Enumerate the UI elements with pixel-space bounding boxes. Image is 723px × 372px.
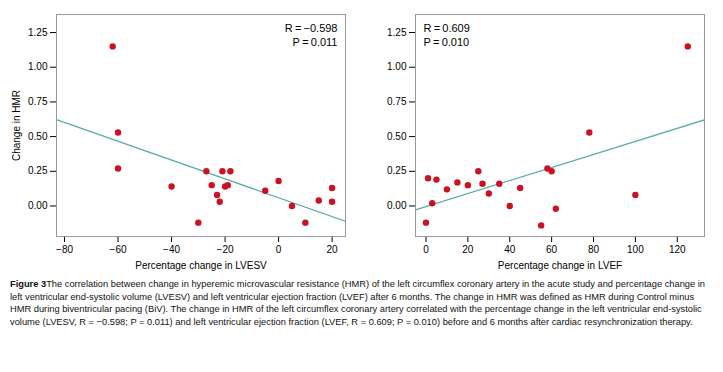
svg-text:0.75: 0.75 (387, 96, 407, 107)
svg-text:0.25: 0.25 (387, 165, 407, 176)
svg-text:−20: −20 (217, 244, 234, 255)
svg-text:1.00: 1.00 (28, 61, 48, 72)
svg-text:−40: −40 (163, 244, 180, 255)
svg-text:R = 0.609P = 0.010: R = 0.609P = 0.010 (424, 22, 470, 48)
svg-text:20: 20 (462, 244, 474, 255)
svg-text:0.75: 0.75 (28, 96, 48, 107)
svg-text:0.50: 0.50 (28, 131, 48, 142)
svg-text:0.50: 0.50 (387, 131, 407, 142)
svg-text:20: 20 (327, 244, 339, 255)
svg-text:Change in HMR: Change in HMR (11, 90, 22, 161)
svg-text:0.25: 0.25 (28, 165, 48, 176)
svg-text:1.00: 1.00 (387, 61, 407, 72)
svg-text:1.25: 1.25 (387, 27, 407, 38)
html-text:Figure 3 The correlation betwe: Figure 3 The correlation between change … (10, 279, 705, 327)
svg-text:80: 80 (588, 244, 600, 255)
svg-text:0: 0 (423, 244, 429, 255)
svg-text:60: 60 (546, 244, 558, 255)
svg-text:Percentage change in LVEF: Percentage change in LVEF (498, 260, 622, 271)
svg-text:100: 100 (627, 244, 644, 255)
svg-text:120: 120 (669, 244, 686, 255)
svg-text:−60: −60 (110, 244, 127, 255)
svg-text:40: 40 (504, 244, 516, 255)
svg-text:1.25: 1.25 (28, 27, 48, 38)
svg-text:−80: −80 (56, 244, 73, 255)
svg-text:0.00: 0.00 (387, 200, 407, 211)
svg-text:R = −0.598P = 0.011: R = −0.598P = 0.011 (285, 22, 338, 48)
svg-text:0: 0 (276, 244, 282, 255)
svg-text:0.00: 0.00 (28, 200, 48, 211)
svg-text:Percentage change in LVESV: Percentage change in LVESV (135, 260, 267, 271)
